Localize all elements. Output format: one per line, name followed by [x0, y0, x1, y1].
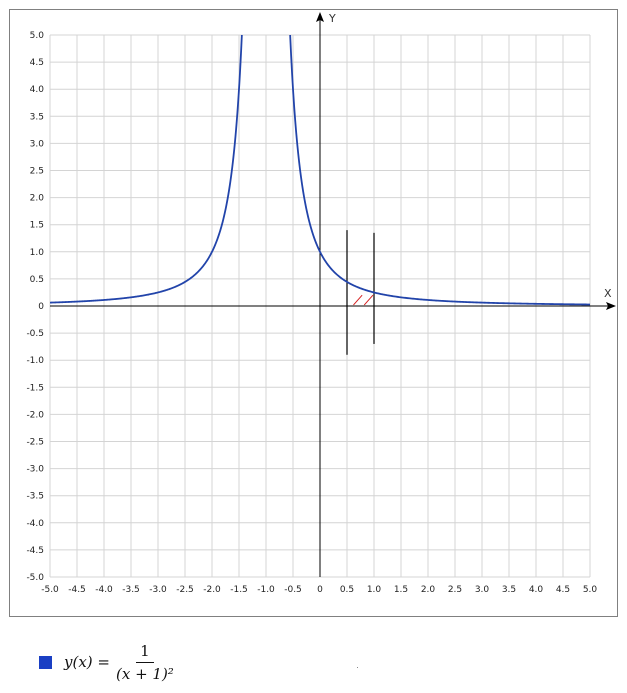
chart-frame: -5.0 -4.5 -4.0 -3.5 -3.0 -2.5 -2.0 -1.5 -1.0 -0.5…	[9, 9, 618, 617]
y-tick-label: -4.5	[26, 546, 44, 556]
y-tick-label: 4.0	[30, 85, 45, 95]
x-axis-label: X	[604, 287, 612, 300]
legend-formula: y(x) = 1 (x + 1)²	[64, 642, 174, 683]
y-tick-label: -1.5	[26, 383, 44, 393]
x-tick-label: 4.0	[529, 585, 544, 595]
x-tick-label: -3.0	[149, 585, 167, 595]
y-axis-label: Y	[328, 12, 336, 25]
x-tick-label: 0	[317, 585, 323, 595]
x-tick-label: -5.0	[41, 585, 59, 595]
y-tick-label: 2.0	[30, 194, 45, 204]
x-tick-label: 5.0	[583, 585, 598, 595]
legend: y(x) = 1 (x + 1)²	[39, 638, 174, 686]
hatch-stroke	[353, 294, 363, 306]
x-tick-labels: -5.0 -4.5 -4.0 -3.5 -3.0 -2.5 -2.0 -1.5 -1.0 -0.5…	[41, 585, 597, 595]
x-tick-label: 3.5	[502, 585, 516, 595]
y-tick-label: 2.5	[30, 167, 44, 177]
y-tick-label: 5.0	[30, 31, 45, 41]
y-axis-arrow	[316, 12, 324, 22]
x-tick-label: 3.0	[475, 585, 490, 595]
legend-numerator: 1	[136, 642, 154, 663]
legend-denominator: (x + 1)²	[115, 664, 174, 683]
x-tick-label: 2.0	[421, 585, 436, 595]
y-tick-labels: 5.0 4.5 4.0 3.5 3.0 2.5 2.0 1.5 1.0 0.5 0 -0.5 -1.0 -…	[26, 31, 44, 583]
x-axis-arrow	[606, 302, 616, 310]
curve	[49, 34, 590, 306]
x-tick-label: 2.5	[448, 585, 462, 595]
y-tick-label: -5.0	[26, 573, 44, 583]
legend-lhs: y(x) =	[64, 653, 110, 671]
y-tick-label: 0.5	[30, 275, 44, 285]
y-tick-label: -1.0	[26, 356, 44, 366]
y-tick-label: -2.0	[26, 410, 44, 420]
boundary-lines	[346, 230, 375, 355]
function-curve	[49, 34, 243, 304]
axes	[50, 12, 616, 577]
x-tick-label: -2.5	[176, 585, 194, 595]
y-tick-label: 3.0	[30, 139, 45, 149]
x-tick-label: -1.0	[257, 585, 275, 595]
x-tick-label: -3.5	[122, 585, 140, 595]
stray-dot	[357, 667, 358, 668]
y-tick-label: -3.0	[26, 465, 44, 475]
legend-fraction: 1 (x + 1)²	[116, 642, 174, 683]
y-tick-label: -2.5	[26, 438, 44, 448]
chart-plot: -5.0 -4.5 -4.0 -3.5 -3.0 -2.5 -2.0 -1.5 -1.0 -0.5…	[26, 12, 616, 595]
x-tick-label: -1.5	[230, 585, 248, 595]
y-tick-label: 0	[38, 302, 44, 312]
x-tick-label: -2.0	[203, 585, 221, 595]
y-tick-label: 4.5	[30, 58, 44, 68]
y-tick-label: 1.0	[30, 248, 45, 258]
x-tick-label: -4.5	[68, 585, 86, 595]
y-tick-label: -0.5	[26, 329, 44, 339]
x-tick-label: -0.5	[284, 585, 302, 595]
x-tick-label: 1.0	[367, 585, 382, 595]
x-tick-label: -4.0	[95, 585, 113, 595]
x-tick-label: 4.5	[556, 585, 570, 595]
hatch-stroke	[363, 294, 374, 306]
y-tick-label: -4.0	[26, 519, 44, 529]
x-tick-label: 0.5	[340, 585, 354, 595]
legend-swatch	[39, 655, 52, 669]
y-tick-label: 1.5	[30, 221, 44, 231]
x-tick-label: 1.5	[394, 585, 408, 595]
y-tick-label: -3.5	[26, 492, 44, 502]
hatch-region	[353, 294, 374, 306]
function-curve	[289, 34, 590, 306]
y-tick-label: 3.5	[30, 112, 44, 122]
